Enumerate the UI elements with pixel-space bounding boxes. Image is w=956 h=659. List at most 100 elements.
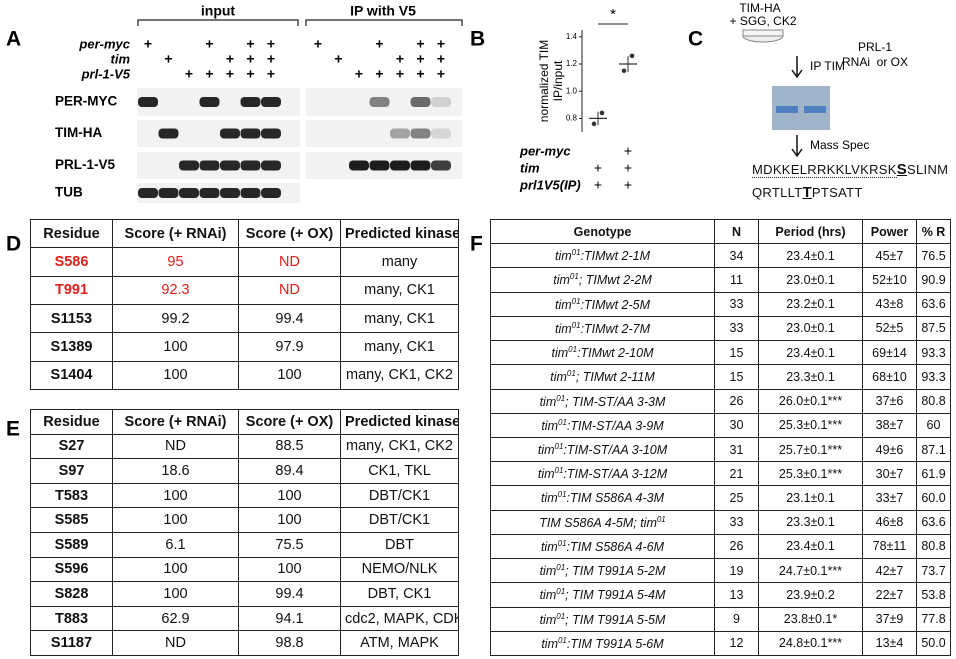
header-cell: Predicted kinase — [340, 218, 459, 249]
cell: 95 — [112, 247, 239, 277]
row: TIM S586A 4-5M; tim01 33 23.3±0.1 46±8 63.6 — [490, 509, 951, 535]
cell: 24.8±0.1*** — [758, 630, 863, 656]
genotype-cell: tim01; TIM T991A 5-5M — [490, 606, 715, 632]
header-cell: Score (+ OX) — [238, 218, 341, 249]
genotype-allele: 01 — [556, 587, 566, 597]
band — [431, 160, 451, 171]
genotype-allele: 01 — [656, 514, 666, 524]
row: S596 100 100 NEMO/NLK — [30, 556, 459, 583]
blot-label: PRL-1-V5 — [55, 157, 116, 172]
cell: T883 — [30, 605, 113, 632]
band — [410, 128, 431, 139]
cell: 73.7 — [916, 558, 951, 584]
cell: many, CK1 — [340, 332, 459, 362]
cell: 80.8 — [916, 533, 951, 560]
row: tim01:TIM-ST/AA 3-10M 31 25.7±0.1*** 49±6 87… — [490, 436, 951, 463]
cell: 63.6 — [916, 291, 951, 317]
cell: 60.0 — [916, 485, 951, 511]
row: tim01; TIM-ST/AA 3-3M 26 26.0±0.1*** 37±6 80… — [490, 388, 951, 414]
cell: 26 — [714, 388, 759, 414]
band — [199, 160, 220, 171]
band — [431, 97, 451, 107]
blot-label: TUB — [55, 185, 83, 200]
table-e: Residue Score (+ RNAi) Score (+ OX) Predict… — [30, 409, 459, 656]
genotype-text: :TIMwt 2-7M — [580, 322, 651, 337]
cell: 100 — [112, 482, 239, 509]
band — [390, 128, 410, 139]
row: S1187 ND 98.8 ATM, MAPK — [30, 630, 459, 656]
row: tim01:TIM S586A 4-6M 26 23.4±0.1 78±11 80.8 — [490, 533, 951, 560]
row: tim01; TIM T991A 5-2M 19 24.7±0.1*** 42±7 73… — [490, 558, 951, 584]
cell: T583 — [30, 482, 113, 509]
label: TIM-HA — [739, 1, 780, 15]
genotype-text: tim — [553, 273, 570, 288]
cell: 23.8±0.1* — [758, 606, 863, 632]
band — [410, 97, 431, 107]
arrow — [791, 135, 803, 158]
genotype-allele: 01 — [556, 563, 566, 573]
panel-label: F — [470, 233, 483, 256]
cell: 98.8 — [238, 630, 341, 656]
panel-label: C — [688, 28, 703, 51]
row: S1404 100 100 many, CK1, CK2 — [30, 360, 459, 390]
cell: 24.7±0.1*** — [758, 558, 863, 584]
genotype-allele: 01 — [554, 466, 564, 476]
cell: many, CK1 — [340, 303, 459, 334]
label: RNAi or OX — [842, 55, 908, 69]
plus-sign: + — [375, 66, 383, 82]
cell: 19 — [714, 558, 759, 584]
cell: 15 — [714, 364, 759, 390]
cell: 99.4 — [238, 303, 341, 334]
genotype-text: ; TIM T991A 5-5M — [565, 612, 666, 627]
cell: 43±8 — [862, 291, 917, 317]
panel-label: A — [6, 28, 21, 51]
point — [599, 110, 605, 116]
cell: S1153 — [30, 303, 113, 334]
cell: 100 — [112, 332, 239, 362]
cell: 63.6 — [916, 509, 951, 535]
genotype-allele: 01 — [571, 296, 581, 306]
plus-sign: + — [205, 66, 213, 82]
cell: 99.4 — [238, 581, 341, 607]
dish — [742, 29, 784, 37]
cell: 100 — [238, 482, 341, 509]
cell: 26.0±0.1*** — [758, 388, 863, 414]
cell: 93.3 — [916, 340, 951, 366]
seq-part: PTSATT — [811, 185, 863, 200]
genotype-cell: TIM S586A 4-5M; tim01 — [490, 509, 715, 535]
cell: 78±11 — [862, 533, 917, 560]
gel-band — [776, 106, 798, 113]
genotype-allele: 01 — [571, 248, 581, 258]
genotype-text: tim — [550, 370, 567, 385]
annotation: * — [610, 6, 616, 23]
band — [138, 188, 158, 198]
sequence: MDKKELRRKKLVKRSKSSLINM — [752, 161, 948, 178]
row: T991 92.3 ND many, CK1 — [30, 275, 459, 305]
point — [621, 68, 627, 74]
genotype-text: tim — [537, 467, 555, 482]
cell: 77.8 — [916, 606, 951, 632]
cell: 92.3 — [112, 275, 239, 305]
cell: 45±7 — [862, 243, 917, 269]
genotype-allele: 01 — [557, 490, 567, 500]
band — [199, 97, 220, 107]
band — [199, 188, 220, 198]
plus-sign: + — [144, 36, 152, 52]
cell: DBT/CK1 — [340, 482, 459, 509]
row: S27 ND 88.5 many, CK1, CK2 — [30, 433, 459, 460]
cell: 23.0±0.1 — [758, 267, 863, 293]
cell: 25.3±0.1*** — [758, 461, 863, 487]
band — [261, 160, 281, 171]
cell: 25.3±0.1*** — [758, 412, 863, 438]
row: tim01; TIMwt 2-11M 15 23.3±0.1 68±10 93.3 — [490, 364, 951, 390]
cell: 12 — [714, 630, 759, 656]
plus-sign: + — [205, 36, 213, 52]
table-d: Residue Score (+ RNAi) Score (+ OX) Predict… — [30, 218, 459, 390]
row: S589 6.1 75.5 DBT — [30, 531, 459, 558]
plus-sign: + — [267, 51, 275, 67]
genotype-cell: tim01; TIMwt 2-11M — [490, 364, 715, 390]
row: tim01:TIM-ST/AA 3-9M 30 25.3±0.1*** 38±7 60 — [490, 412, 951, 438]
cell: 22±7 — [862, 582, 917, 608]
genotype-text: :TIM-ST/AA 3-9M — [566, 418, 664, 433]
